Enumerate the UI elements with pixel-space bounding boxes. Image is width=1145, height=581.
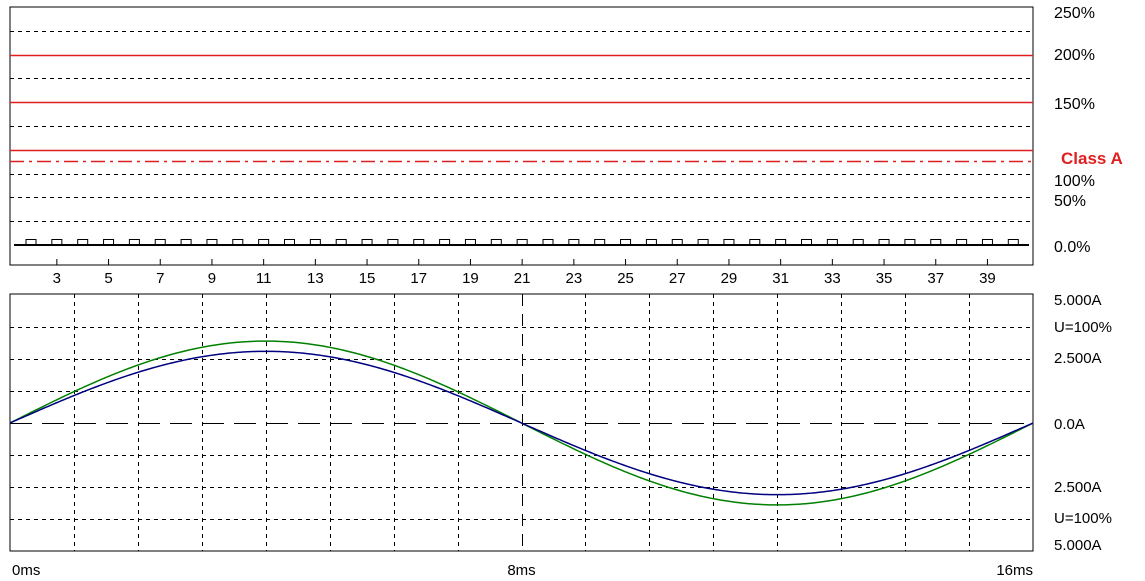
y-tick-label: U=100% (1054, 319, 1112, 336)
harmonic-limit-marker (439, 239, 451, 245)
harmonic-limit-marker (594, 239, 606, 245)
plot-frame (9, 6, 1034, 266)
x-tick-label: 15 (359, 270, 376, 287)
y-tick-label: 50% (1054, 193, 1086, 210)
x-tick-label: 3 (53, 270, 61, 287)
x-tick-label: 8ms (507, 562, 535, 579)
x-tick-label: 11 (256, 270, 272, 287)
x-tick-label: 37 (927, 270, 944, 287)
x-tick-label: 5 (104, 270, 112, 287)
harmonic-limit-marker (645, 239, 657, 245)
y-tick-label: 2.500A (1054, 350, 1102, 367)
harmonic-limit-marker (284, 239, 295, 245)
y-tick-label: 5.000A (1054, 292, 1102, 309)
harmonic-limit-marker (671, 239, 683, 245)
harmonic-limit-marker (232, 239, 244, 245)
harmonic-limit-marker (258, 239, 270, 245)
harmonic-limit-marker (516, 239, 528, 245)
x-tick-label: 16ms (996, 562, 1033, 579)
x-tick-label: 21 (514, 270, 531, 287)
x-tick-label: 29 (721, 270, 738, 287)
class-limit-label: Class A (1061, 149, 1123, 168)
current-waveform-line (9, 350, 1034, 496)
harmonic-limit-marker (387, 239, 399, 245)
harmonic-limit-marker (723, 239, 735, 245)
harmonic-limit-marker (490, 239, 502, 245)
harmonic-limit-marker (930, 239, 942, 245)
harmonic-limit-marker (335, 239, 347, 245)
harmonic-limit-marker (956, 239, 968, 245)
harmonic-limit-marker (1007, 239, 1019, 245)
harmonic-limit-marker (77, 239, 89, 245)
x-tick-label: 31 (772, 270, 789, 287)
harmonic-limit-marker (180, 239, 192, 245)
y-tick-label: 200% (1054, 47, 1095, 64)
y-tick-label: 0.0% (1054, 239, 1090, 256)
waveform-line-chart: 0ms 8ms 16ms 5.000A U=100% 2.500A 0.0A 2.500A U=… (9, 292, 1112, 579)
harmonic-limit-marker (749, 239, 761, 245)
x-tick-label: 19 (462, 270, 479, 287)
x-tick-label: 9 (208, 270, 216, 287)
x-tick-label: 17 (410, 270, 427, 287)
x-tick-label: 23 (566, 270, 583, 287)
x-tick-label: 13 (307, 270, 324, 287)
x-tick-label: 7 (156, 270, 164, 287)
harmonic-limit-marker (620, 239, 632, 245)
harmonic-limit-marker (361, 239, 373, 245)
harmonic-limit-marker (878, 239, 890, 245)
harmonic-limit-marker (206, 239, 218, 245)
harmonic-limit-marker (464, 239, 476, 245)
x-tick-label: 0ms (12, 562, 40, 579)
harmonic-limit-marker (128, 239, 140, 245)
harmonic-limit-marker (981, 239, 993, 245)
harmonic-limit-marker (826, 239, 838, 245)
harmonic-limit-marker (154, 239, 166, 245)
x-tick-label: 25 (617, 270, 634, 287)
x-tick-label: 35 (876, 270, 893, 287)
harmonic-limit-marker (542, 239, 554, 245)
harmonic-limit-marker (103, 239, 115, 245)
harmonic-limit-marker (852, 239, 864, 245)
y-tick-label: 5.000A (1054, 537, 1102, 554)
y-tick-label: 100% (1054, 173, 1095, 190)
y-tick-label: 150% (1054, 96, 1095, 113)
x-tick-label: 27 (669, 270, 686, 287)
harmonic-limit-marker (775, 239, 787, 245)
x-tick-label: 33 (824, 270, 841, 287)
harmonic-limit-marker (697, 239, 709, 245)
y-tick-label: 250% (1054, 5, 1095, 22)
harmonic-limit-marker (904, 239, 916, 245)
harmonic-limit-marker (309, 239, 321, 245)
harmonic-limit-marker (413, 239, 425, 245)
y-tick-label: U=100% (1054, 510, 1112, 527)
y-tick-label: 0.0A (1054, 416, 1085, 433)
harmonic-limit-marker (25, 239, 37, 245)
harmonics-bar-chart: 3 5 7 9 11 13 15 17 19 21 23 25 27 29 31 33 35 37 39250%20… (9, 5, 1123, 287)
y-tick-label: 2.500A (1054, 479, 1102, 496)
harmonic-limit-marker (51, 239, 63, 245)
harmonic-limit-marker (801, 239, 812, 245)
x-tick-label: 39 (979, 270, 996, 287)
harmonic-limit-marker (568, 239, 580, 245)
